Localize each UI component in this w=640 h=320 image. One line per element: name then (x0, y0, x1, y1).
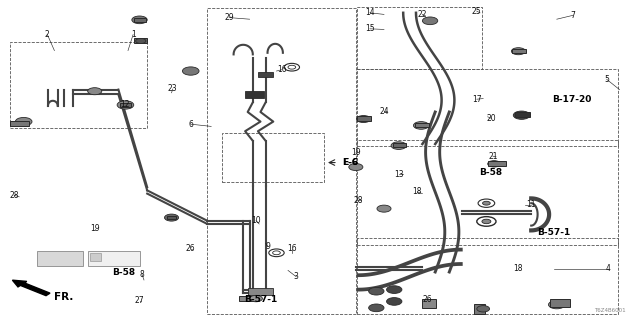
Text: 29: 29 (224, 13, 234, 22)
Bar (134, 38, 147, 43)
FancyArrow shape (12, 280, 50, 296)
Text: FR.: FR. (54, 292, 74, 302)
Text: 7: 7 (570, 11, 575, 20)
Text: 14: 14 (365, 8, 375, 17)
Text: 18: 18 (413, 188, 422, 196)
Circle shape (164, 214, 179, 221)
Text: B-57-1: B-57-1 (538, 228, 571, 237)
Text: 17: 17 (472, 95, 482, 104)
Text: 1: 1 (131, 30, 136, 39)
Text: 24: 24 (379, 107, 389, 116)
Circle shape (369, 304, 384, 312)
Bar (207, 8, 356, 314)
Text: DEXCOOL: DEXCOOL (104, 259, 124, 263)
Text: 6: 6 (188, 120, 193, 129)
Bar (474, 304, 485, 314)
Text: 5: 5 (604, 75, 609, 84)
Text: B-58: B-58 (479, 168, 502, 177)
Circle shape (477, 306, 490, 312)
Bar (10, 42, 147, 128)
Text: 16: 16 (276, 65, 287, 74)
Bar (550, 299, 570, 307)
Bar (120, 103, 131, 107)
Bar (515, 112, 530, 117)
Circle shape (482, 219, 491, 224)
Circle shape (132, 16, 147, 24)
Bar (10, 121, 29, 126)
Circle shape (377, 205, 391, 212)
Bar (222, 133, 324, 182)
Text: 19: 19 (90, 224, 100, 233)
Circle shape (117, 101, 134, 109)
Bar (393, 143, 406, 147)
Bar (488, 161, 506, 166)
Text: 8: 8 (140, 270, 145, 279)
Circle shape (369, 287, 384, 295)
Text: 3: 3 (294, 272, 299, 281)
Text: 9: 9 (265, 242, 270, 251)
Bar (415, 123, 429, 127)
Bar (512, 49, 526, 53)
Bar (88, 251, 140, 266)
Circle shape (349, 164, 363, 171)
Text: 28: 28 (10, 191, 19, 200)
Circle shape (387, 298, 402, 305)
Text: B-17-20: B-17-20 (552, 95, 591, 104)
Circle shape (250, 295, 262, 302)
Text: 2: 2 (45, 30, 50, 39)
Bar (37, 251, 83, 266)
Circle shape (136, 38, 146, 44)
Circle shape (88, 88, 102, 95)
Bar (248, 288, 273, 295)
Text: 16: 16 (287, 244, 297, 253)
Bar (239, 296, 259, 301)
Text: 18: 18 (514, 264, 523, 273)
Text: 12: 12 (121, 100, 130, 109)
Bar (357, 7, 482, 69)
Text: 13: 13 (394, 170, 404, 179)
Bar (134, 18, 146, 22)
Text: 26: 26 (186, 244, 196, 253)
Text: Caution: Caution (104, 255, 124, 259)
Circle shape (548, 300, 565, 309)
Bar (258, 72, 273, 77)
Circle shape (483, 201, 490, 205)
Bar (422, 299, 436, 308)
Text: T6Z4B6001: T6Z4B6001 (595, 308, 626, 313)
Circle shape (391, 142, 406, 149)
Text: 10: 10 (251, 216, 261, 225)
Bar (357, 116, 371, 121)
Circle shape (513, 111, 530, 119)
Bar (167, 216, 176, 219)
Text: 23: 23 (168, 84, 178, 93)
Text: B-57-1: B-57-1 (244, 295, 278, 304)
Circle shape (356, 116, 371, 123)
Text: 4: 4 (605, 264, 611, 273)
Text: 15: 15 (365, 24, 375, 33)
Bar (357, 69, 618, 146)
Circle shape (15, 117, 32, 126)
Text: E-6: E-6 (342, 158, 358, 167)
Circle shape (182, 67, 199, 75)
Text: 25: 25 (472, 7, 482, 16)
Text: E-6: E-6 (342, 158, 358, 167)
Text: 11: 11 (527, 200, 536, 209)
Circle shape (413, 122, 429, 129)
Text: 20: 20 (486, 114, 497, 123)
Text: 22: 22 (418, 10, 427, 19)
Circle shape (387, 286, 402, 293)
Text: B-58: B-58 (112, 268, 135, 277)
Circle shape (488, 161, 500, 167)
Text: 28: 28 (354, 196, 363, 205)
Bar (357, 140, 618, 245)
Text: 27: 27 (134, 296, 145, 305)
Text: 26: 26 (422, 295, 433, 304)
Text: 19: 19 (351, 148, 361, 157)
Text: 21: 21 (488, 152, 497, 161)
Bar (357, 238, 618, 314)
Circle shape (422, 17, 438, 25)
Bar (245, 91, 264, 98)
Circle shape (511, 48, 525, 55)
Bar (90, 253, 101, 261)
